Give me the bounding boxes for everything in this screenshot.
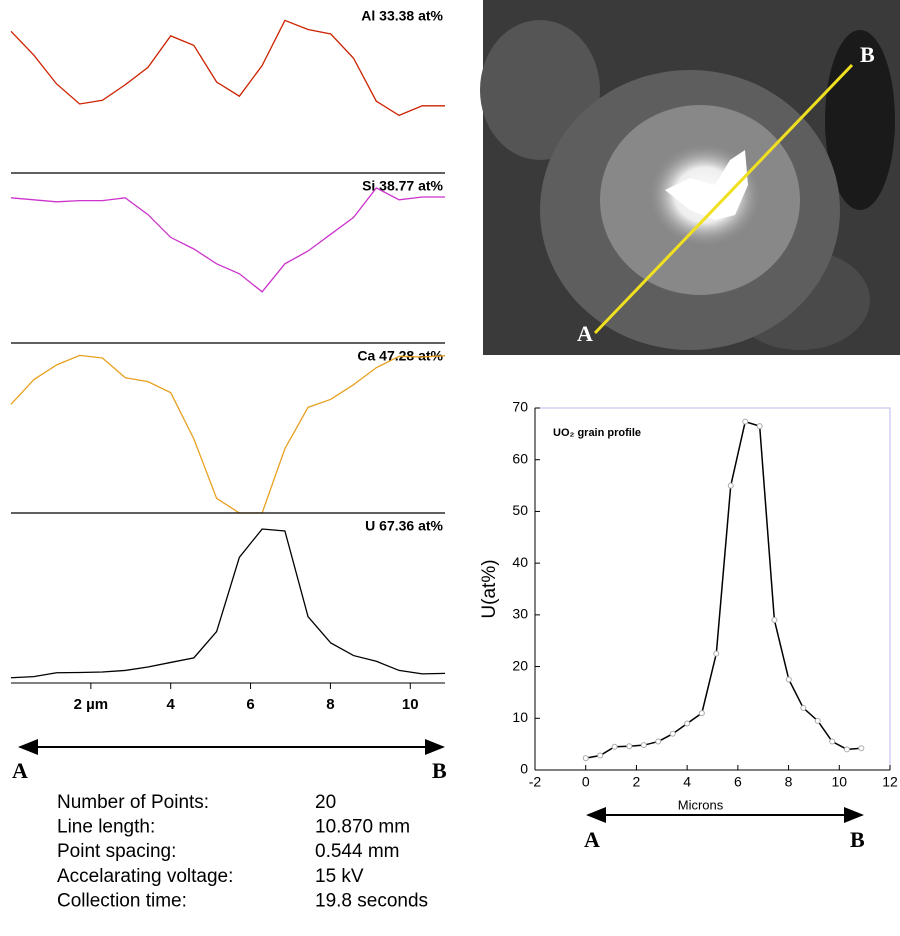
data-point — [843, 746, 850, 753]
image-start-label: A — [577, 321, 593, 346]
y-tick-label: 20 — [512, 657, 528, 673]
data-point — [858, 745, 865, 752]
data-point — [582, 755, 589, 762]
info-label: Point spacing: — [57, 841, 176, 862]
series-label: Si 38.77 at% — [362, 178, 443, 194]
profile-line — [10, 19, 445, 117]
x-tick-label: 8 — [326, 696, 334, 713]
x-tick-label: 12 — [882, 774, 898, 790]
data-point — [684, 720, 691, 727]
series-label: U 67.36 at% — [365, 518, 443, 534]
data-point — [727, 482, 734, 489]
data-point — [800, 704, 807, 711]
y-tick-label: 70 — [512, 399, 528, 415]
profile-line — [10, 354, 446, 514]
x-tick-label: 10 — [831, 774, 847, 790]
data-point — [698, 710, 705, 717]
y-tick-label: 50 — [512, 502, 528, 518]
y-tick-label: 30 — [512, 606, 528, 622]
plot-frame — [534, 407, 891, 771]
info-value: 20 — [315, 792, 336, 813]
info-label: Collection time: — [57, 890, 187, 911]
image-end-label: B — [860, 42, 875, 67]
info-value: 10.870 mm — [315, 817, 410, 838]
y-axis-label: U(at%) — [479, 559, 500, 618]
y-tick-label: 10 — [512, 709, 528, 725]
data-point — [655, 738, 662, 745]
data-point — [597, 752, 604, 759]
x-tick-label: 0 — [582, 774, 590, 790]
x-tick-label: 2 µm — [74, 696, 109, 713]
x-tick-label: 4 — [167, 696, 176, 713]
info-value: 15 kV — [315, 866, 364, 887]
data-point — [742, 418, 749, 425]
x-tick-label: 6 — [246, 696, 254, 713]
data-point — [771, 617, 778, 624]
y-tick-label: 0 — [520, 761, 528, 777]
profile-line — [585, 420, 862, 759]
data-point — [713, 650, 720, 657]
end-label: B — [432, 758, 447, 783]
data-point — [814, 717, 821, 724]
profile-line — [10, 528, 446, 679]
data-point — [785, 676, 792, 683]
x-tick-label: 2 — [633, 774, 641, 790]
x-tick-label: -2 — [529, 774, 542, 790]
start-label: A — [12, 758, 28, 783]
info-label: Accelarating voltage: — [57, 866, 233, 887]
x-tick-label: 6 — [734, 774, 742, 790]
y-tick-label: 40 — [512, 554, 528, 570]
series-label: Al 33.38 at% — [361, 8, 443, 24]
info-label: Line length: — [57, 817, 155, 838]
data-point — [756, 423, 763, 430]
data-point — [640, 742, 647, 749]
x-tick-label: 10 — [402, 696, 419, 713]
profile-line — [10, 187, 445, 293]
data-point — [611, 743, 618, 750]
y-tick-label: 60 — [512, 450, 528, 466]
x-tick-label: 8 — [785, 774, 793, 790]
end-label: B — [850, 827, 865, 852]
x-axis-label: Microns — [678, 797, 724, 812]
series-label: Ca 47.28 at% — [357, 348, 443, 364]
data-point — [829, 738, 836, 745]
start-label: A — [584, 827, 600, 852]
data-point — [626, 743, 633, 750]
sem-image: A B — [480, 0, 900, 355]
info-value: 19.8 seconds — [315, 890, 428, 911]
info-label: Number of Points: — [57, 792, 209, 813]
data-point — [669, 730, 676, 737]
x-tick-label: 4 — [683, 774, 691, 790]
chart-title: UO₂ grain profile — [553, 427, 641, 439]
info-value: 0.544 mm — [315, 841, 399, 862]
